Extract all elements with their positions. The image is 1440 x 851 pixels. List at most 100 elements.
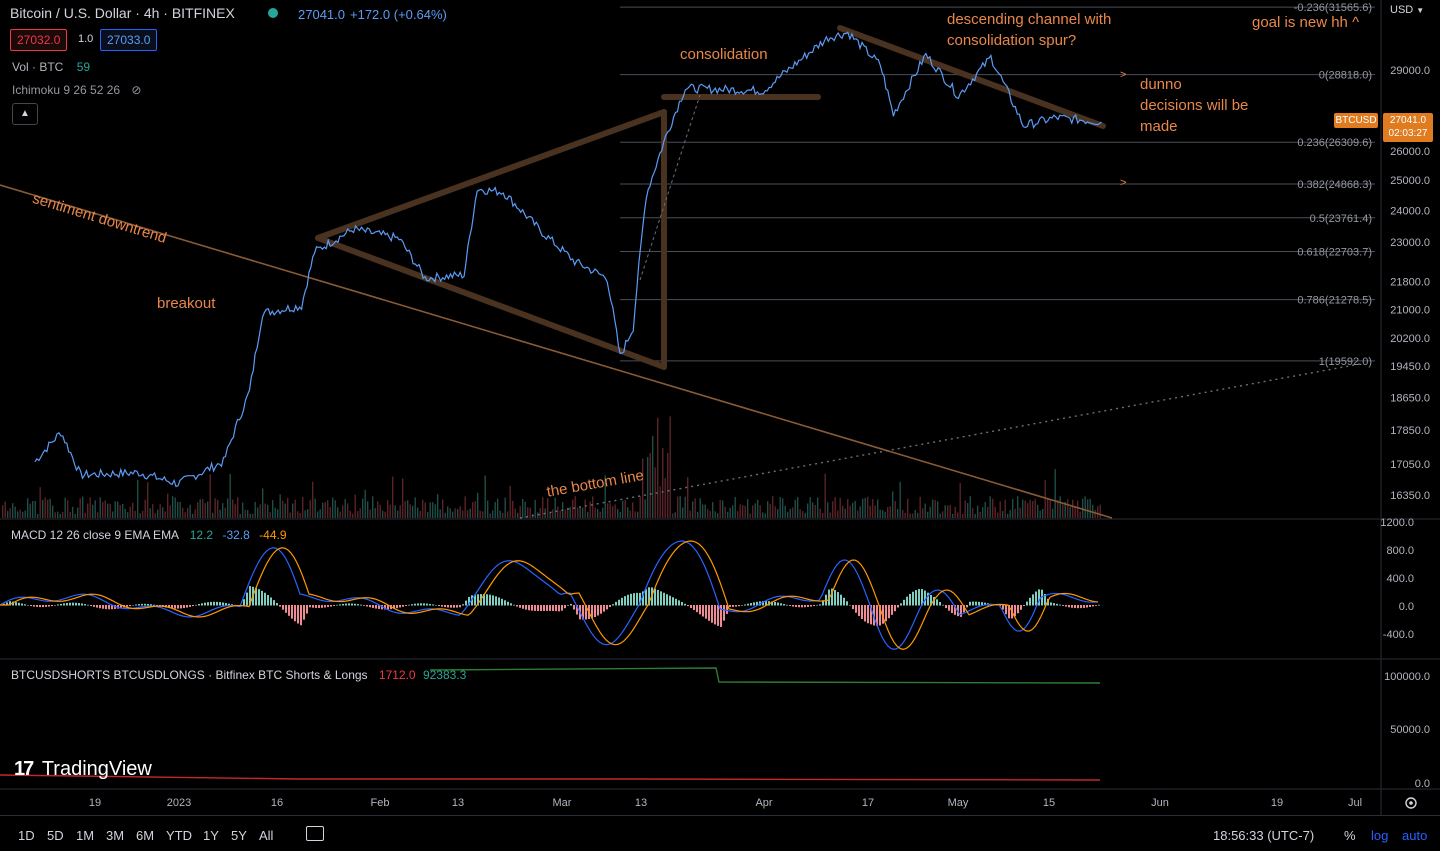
macd-histogram-bar <box>174 605 176 609</box>
fibonacci-retracement[interactable]: -0.236(31565.6) 0(28818.0) 0.236(26309.6) 0… <box>620 2 1375 368</box>
clock-display[interactable]: 18:56:33 (UTC-7) <box>1213 828 1315 843</box>
macd-histogram-bar <box>675 598 677 606</box>
macd-histogram-bar <box>219 602 221 606</box>
volume-bar <box>344 499 346 518</box>
timeframe-button-1y[interactable]: 1Y <box>203 828 219 843</box>
currency-selector[interactable]: USD ▼ <box>1390 4 1424 16</box>
shorts-value: 1712.0 <box>378 668 416 682</box>
macd-histogram-bar <box>327 605 329 608</box>
macd-histogram-bar <box>513 604 515 606</box>
macd-histogram-bar <box>36 605 38 607</box>
volume-bar <box>914 510 916 518</box>
volume-bar <box>537 512 539 518</box>
macd-histogram-bar <box>450 605 452 608</box>
macd-histogram-bar <box>300 605 302 626</box>
timeframe-button-3m[interactable]: 3M <box>106 828 125 843</box>
annotation-dunno[interactable]: dunno decisions will be made <box>1140 74 1248 137</box>
price-tick-label: 24000.0 <box>1390 205 1430 217</box>
macd-histogram-bar <box>6 602 8 606</box>
macd-histogram-bar <box>279 605 281 607</box>
macd-histogram-bar <box>444 605 446 608</box>
volume-bar <box>182 507 184 518</box>
volume-bar <box>864 497 866 518</box>
macd-histogram-bar <box>1047 598 1049 606</box>
sentiment-downtrend-line[interactable] <box>0 184 1113 519</box>
volume-bar <box>684 496 686 518</box>
volume-bar <box>47 499 49 518</box>
price-axis-labels[interactable]: 29000.0 26000.0 25000.0 24000.0 23000.0 21800… <box>1390 65 1430 502</box>
triangle-pattern[interactable] <box>315 109 667 370</box>
volume-bar <box>99 497 101 518</box>
volume-bar <box>584 499 586 518</box>
macd-histogram-bar <box>360 604 362 606</box>
gear-icon[interactable] <box>1405 797 1417 809</box>
timeframe-button-all[interactable]: All <box>259 828 274 843</box>
sell-button[interactable]: 27032.0 <box>10 29 68 51</box>
volume-bar <box>114 501 116 518</box>
price-change: +172.0 (+0.64%) <box>350 7 447 22</box>
volume-bar <box>267 504 269 518</box>
volume-bar <box>212 512 214 518</box>
volume-bar <box>517 512 519 518</box>
ichimoku-indicator-label[interactable]: Ichimoku 9 26 52 26 ⊘ <box>12 83 141 97</box>
auto-toggle[interactable]: auto <box>1402 828 1428 843</box>
macd-histogram-bar <box>30 605 32 607</box>
volume-bar <box>897 508 899 518</box>
tradingview-logo[interactable]: 17 TradingView <box>14 758 152 781</box>
symbol-title[interactable]: Bitcoin / U.S. Dollar · 4h · BITFINEX <box>10 5 235 21</box>
volume-bar <box>444 512 446 518</box>
timeframe-button-5d[interactable]: 5D <box>47 828 64 843</box>
chart-canvas[interactable]: -0.236(31565.6) 0(28818.0) 0.236(26309.6) 0… <box>0 0 1440 815</box>
macd-histogram-bar <box>456 605 458 608</box>
volume-indicator-label[interactable]: Vol · BTC 59 <box>12 60 90 74</box>
volume-bar <box>557 506 559 518</box>
macd-histogram-bar <box>942 604 944 606</box>
volume-bar <box>662 447 664 518</box>
timeframe-button-5y[interactable]: 5Y <box>231 828 247 843</box>
volume-bar <box>307 509 309 518</box>
volume-bar <box>172 496 174 518</box>
eye-hidden-icon[interactable]: ⊘ <box>131 83 142 97</box>
macd-histogram-bar <box>543 605 545 611</box>
volume-bar <box>1092 504 1094 518</box>
buy-button[interactable]: 27033.0 <box>100 29 158 51</box>
price-line[interactable] <box>34 31 1102 488</box>
date-range-icon[interactable] <box>306 826 324 841</box>
macd-histogram-bar <box>642 591 644 606</box>
tradingview-logo-icon: 17 <box>14 758 34 780</box>
macd-histogram-bar <box>1062 605 1064 606</box>
macd-histogram-bar <box>510 603 512 606</box>
annotation-consolidation[interactable]: consolidation <box>680 46 768 63</box>
annotation-descending-channel[interactable]: descending channel with consolidation sp… <box>947 9 1111 51</box>
volume-bar <box>729 507 731 518</box>
volume-bar <box>599 511 601 518</box>
macd-histogram-bar <box>1068 605 1070 608</box>
volume-bar <box>342 505 344 518</box>
volume-bar <box>364 489 366 518</box>
volume-bar <box>659 486 661 518</box>
collapse-legend-button[interactable]: ▲ <box>12 103 38 125</box>
timeframe-button-1d[interactable]: 1D <box>18 828 35 843</box>
macd-legend[interactable]: MACD 12 26 close 9 EMA EMA 12.2 -32.8 -4… <box>11 528 287 542</box>
volume-bar <box>1052 508 1054 518</box>
timeframe-button-ytd[interactable]: YTD <box>166 828 192 843</box>
annotation-goal[interactable]: goal is new hh ^ <box>1252 14 1360 31</box>
volume-bar <box>69 511 71 518</box>
macd-histogram-bar <box>1032 594 1034 606</box>
time-axis-labels[interactable]: 19 2023 16 Feb 13 Mar 13 Apr 17 May 15 Jun 19 Jul <box>89 797 1362 809</box>
annotation-breakout[interactable]: breakout <box>157 295 216 312</box>
bottom-line-dotted[interactable] <box>519 363 1361 519</box>
timeframe-button-1m[interactable]: 1M <box>76 828 95 843</box>
macd-histogram-bar <box>228 603 230 606</box>
shorts-longs-legend[interactable]: BTCUSDSHORTS BTCUSDLONGS · Bitfinex BTC … <box>11 668 466 682</box>
macd-histogram-bar <box>552 605 554 611</box>
macd-histogram-bar <box>330 605 332 607</box>
timeframe-button-6m[interactable]: 6M <box>136 828 155 843</box>
macd-histogram-bar <box>297 605 299 624</box>
log-toggle[interactable]: log <box>1371 828 1389 843</box>
volume-bar <box>842 505 844 518</box>
percent-toggle[interactable]: % <box>1344 828 1356 843</box>
descending-channel-line[interactable] <box>837 25 1106 129</box>
macd-histogram-bar <box>516 605 518 607</box>
volume-bar <box>709 510 711 518</box>
